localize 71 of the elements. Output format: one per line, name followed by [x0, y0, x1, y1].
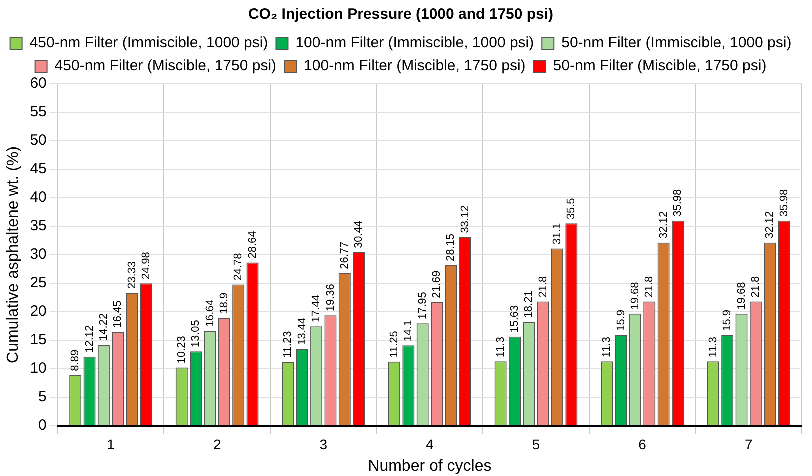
data-label: 26.77: [338, 242, 351, 270]
data-label: 11.23: [282, 331, 294, 358]
data-label: 35.98: [672, 189, 684, 217]
legend-label: 50-nm Filter (Immiscible, 1000 psi): [562, 34, 792, 52]
data-label: 8.89: [70, 350, 82, 372]
y-tick-label: 45: [30, 160, 47, 178]
data-label: 32.12: [658, 211, 670, 239]
legend-label: 50-nm Filter (Miscible, 1750 psi): [553, 58, 767, 75]
data-label: 21.69: [431, 270, 444, 298]
data-label: 14.1: [402, 320, 415, 342]
data-label: 11.25: [388, 331, 401, 358]
data-label: 18.9: [218, 292, 230, 314]
data-label: 31.1: [552, 223, 564, 245]
y-tick-label: 60: [30, 75, 47, 92]
data-label: 24.98: [140, 252, 152, 280]
data-label: 11.3: [601, 336, 614, 358]
data-label: 35.5: [566, 198, 578, 220]
x-tick-label: 4: [426, 436, 434, 452]
x-tick-label: 5: [532, 436, 540, 452]
data-label: 28.15: [445, 234, 458, 262]
data-label: 13.05: [190, 320, 202, 348]
data-label: 15.9: [615, 310, 628, 332]
legend-label: 100-nm Filter (Immiscible, 1000 psi): [296, 34, 534, 52]
data-label: 15.9: [722, 310, 734, 332]
y-tick-label: 20: [30, 303, 47, 320]
y-tick-label: 15: [30, 332, 47, 349]
data-label: 12.12: [84, 325, 96, 353]
data-label: 16.64: [204, 300, 216, 328]
data-label: 16.45: [112, 300, 124, 328]
data-label: 17.44: [310, 295, 323, 323]
data-label: 21.8: [644, 276, 656, 298]
y-tick-label: 40: [30, 189, 47, 206]
data-label: 32.12: [764, 211, 776, 239]
data-label: 30.44: [353, 220, 366, 248]
data-label: 11.3: [707, 336, 720, 358]
data-label: 35.98: [778, 189, 790, 217]
data-label: 21.8: [750, 276, 762, 298]
legend-label: 450-nm Filter (Immiscible, 1000 psi): [30, 34, 268, 52]
y-tick-label: 30: [30, 246, 47, 264]
data-label: 23.33: [126, 261, 138, 290]
x-tick-label: 3: [320, 436, 328, 452]
y-axis-title: Cumulative asphaltene wt. (%): [5, 146, 22, 364]
y-tick-label: 55: [30, 104, 47, 121]
y-tick-label: 10: [30, 360, 47, 378]
data-label: 14.22: [98, 313, 110, 341]
data-label: 28.64: [246, 231, 259, 259]
legend-label: 100-nm Filter (Miscible, 1750 psi): [304, 58, 526, 75]
chart-title: CO₂ Injection Pressure (1000 and 1750 psi): [248, 6, 554, 24]
data-label: 11.3: [494, 336, 507, 358]
y-tick-label: 25: [30, 274, 47, 292]
y-tick-label: 50: [30, 132, 47, 150]
x-tick-label: 1: [107, 436, 116, 452]
x-tick-label: 7: [744, 436, 753, 452]
data-label: 13.44: [296, 318, 308, 346]
data-label: 19.36: [324, 284, 337, 312]
data-label: 33.12: [459, 206, 472, 234]
data-label: 19.68: [736, 282, 748, 310]
y-tick-label: 5: [38, 388, 47, 406]
data-label: 15.63: [509, 305, 522, 333]
legend-label: 450-nm Filter (Miscible, 1750 psi): [54, 58, 277, 75]
data-label: 24.78: [232, 253, 245, 281]
data-label: 21.8: [537, 276, 550, 298]
data-label: 10.23: [176, 336, 188, 364]
y-tick-label: 35: [30, 218, 47, 235]
x-tick-label: 2: [213, 436, 222, 452]
data-label: 19.68: [629, 282, 642, 310]
data-label: 17.95: [416, 292, 429, 320]
x-axis-title: Number of cycles: [368, 458, 492, 475]
y-tick-label: 0: [38, 417, 47, 434]
data-label: 18.21: [523, 290, 536, 318]
x-tick-label: 6: [638, 436, 647, 452]
